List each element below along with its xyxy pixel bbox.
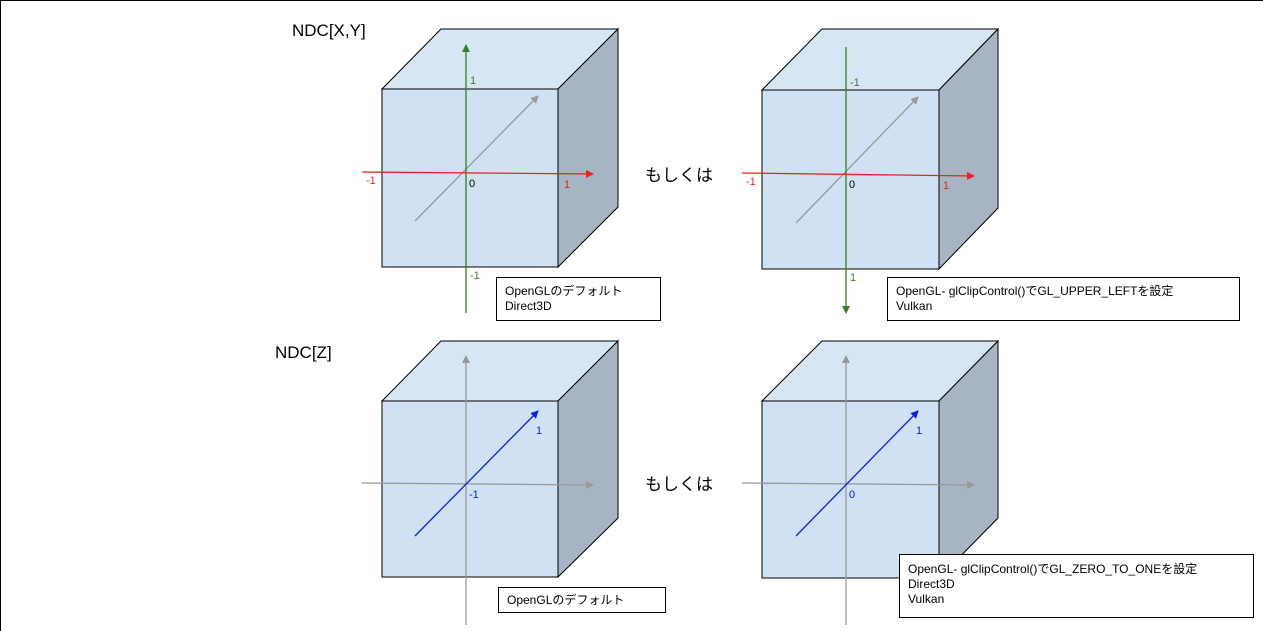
origin-label: 0: [849, 489, 855, 501]
cube-bottom-left: 1 -1: [361, 339, 620, 625]
note-line: OpenGL- glClipControl()でGL_ZERO_TO_ONEを設…: [908, 562, 1198, 576]
section-title-z: NDC[Z]: [275, 343, 332, 362]
tick-label-y-bottom: 1: [850, 272, 856, 284]
cube-bottom-right: 1 0: [741, 339, 1000, 625]
tick-label-z-pos: 1: [916, 425, 922, 437]
note-box-bottom-left: OpenGLのデフォルト: [498, 587, 666, 613]
note-line: Vulkan: [896, 299, 933, 313]
cube-front-face: [381, 88, 559, 268]
cube-top-right: -1 1 -1 1 0: [741, 27, 1000, 314]
x-axis-gray: [361, 480, 594, 489]
or-label-bottom: もしくは: [645, 475, 713, 494]
note-line: OpenGLのデフォルト: [507, 593, 625, 607]
z-axis: [795, 410, 919, 537]
note-line: Direct3D: [908, 577, 955, 591]
note-line: Direct3D: [505, 299, 552, 313]
z-axis: [414, 410, 539, 537]
section-title-xy: NDC[X,Y]: [292, 21, 366, 40]
x-axis-gray: [741, 480, 975, 489]
x-axis: [361, 169, 594, 178]
tick-label-x-pos: 1: [943, 180, 949, 192]
tick-label-y-pos: 1: [470, 75, 476, 87]
x-axis: [741, 171, 975, 180]
cube-front-face: [381, 400, 559, 578]
note-box-top-left: OpenGLのデフォルト Direct3D: [496, 277, 661, 321]
tick-label-y-neg: -1: [470, 270, 480, 282]
origin-label: -1: [469, 489, 479, 501]
tick-label-y-top: -1: [850, 77, 860, 89]
tick-label-x-neg: -1: [746, 176, 756, 188]
depth-axis: [795, 96, 919, 224]
origin-label: 0: [469, 178, 475, 190]
tick-label-x-neg: -1: [366, 175, 376, 187]
tick-label-z-pos: 1: [536, 425, 542, 437]
note-line: Vulkan: [908, 592, 945, 606]
note-box-top-right: OpenGL- glClipControl()でGL_UPPER_LEFTを設定…: [887, 277, 1240, 321]
note-line: OpenGL- glClipControl()でGL_UPPER_LEFTを設定: [896, 284, 1174, 298]
or-label-top: もしくは: [645, 166, 713, 185]
cube-front-face: [761, 400, 940, 579]
tick-label-x-pos: 1: [564, 179, 570, 191]
depth-axis: [414, 95, 539, 222]
cube-front-face: [761, 89, 940, 270]
note-line: OpenGLのデフォルト: [505, 284, 623, 298]
origin-label: 0: [849, 179, 855, 191]
note-box-bottom-right: OpenGL- glClipControl()でGL_ZERO_TO_ONEを設…: [899, 554, 1254, 618]
cube-top-left: 1 -1 -1 1 0: [361, 27, 620, 313]
